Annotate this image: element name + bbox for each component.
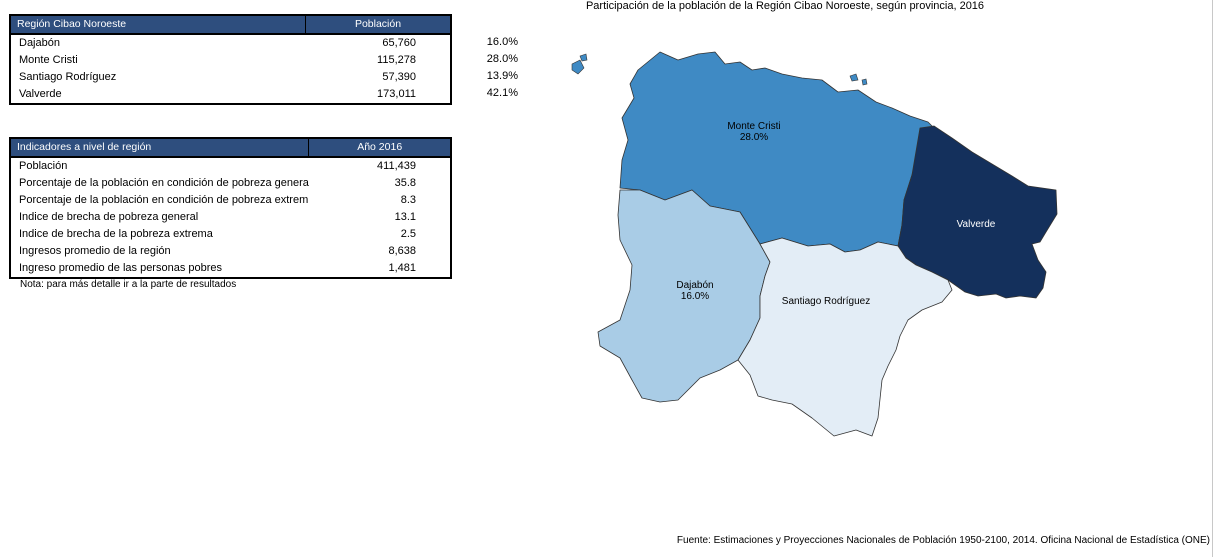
table-row: Porcentaje de la población en condición … — [10, 175, 451, 192]
table-row: Ingresos promedio de la región 8,638 — [10, 243, 451, 260]
province-percent: 42.1% — [486, 87, 518, 99]
header-indicator: Indicadores a nivel de región — [9, 137, 310, 158]
table-row: Ingreso promedio de las personas pobres … — [10, 260, 451, 278]
table-row: Santiago Rodríguez 57,390 — [10, 69, 451, 86]
province-percent: 16.0% — [486, 36, 518, 48]
table-row: Dajabón 65,760 — [10, 34, 451, 52]
table-row: Indice de brecha de la pobreza extrema 2… — [10, 226, 451, 243]
table-row: Monte Cristi 115,278 — [10, 52, 451, 69]
indicator-label: Ingreso promedio de las personas pobres — [19, 262, 223, 274]
indicator-label: Indice de brecha de la pobreza extrema — [19, 228, 213, 240]
window-edge-line — [1212, 0, 1213, 557]
header-population: Población — [305, 14, 452, 35]
percent-monte-cristi: 28.0% — [740, 132, 768, 143]
province-population: 65,760 — [382, 37, 416, 49]
island-shape — [571, 59, 585, 75]
indicator-value: 8,638 — [388, 245, 416, 257]
indicator-label: Población — [19, 160, 68, 172]
label-dajabon: Dajabón — [676, 280, 713, 291]
table-row: Población 411,439 — [10, 157, 451, 175]
label-monte-cristi: Monte Cristi — [727, 121, 780, 132]
note-text: Nota: para más detalle ir a la parte de … — [20, 279, 237, 290]
province-map: Monte Cristi 28.0% Valverde Dajabón 16.0… — [571, 51, 1058, 437]
province-name: Dajabón — [19, 37, 60, 49]
indicator-label: Porcentaje de la población en condición … — [19, 177, 309, 189]
population-table: Región Cibao Noroeste Población Dajabón … — [9, 14, 452, 105]
table-row: Porcentaje de la población en condición … — [10, 192, 451, 209]
header-region: Región Cibao Noroeste — [9, 14, 307, 35]
indicator-value: 13.1 — [394, 211, 416, 223]
province-population: 115,278 — [377, 54, 416, 66]
province-population: 173,011 — [377, 88, 416, 100]
table-row: Valverde 173,011 — [10, 86, 451, 104]
indicator-value: 411,439 — [377, 160, 416, 172]
province-dajabon[interactable] — [597, 189, 771, 403]
indicator-value: 35.8 — [394, 177, 416, 189]
indicator-value: 8.3 — [400, 194, 416, 206]
header-year: Año 2016 — [308, 137, 452, 158]
indicator-value: 1,481 — [388, 262, 416, 274]
province-name: Monte Cristi — [19, 54, 78, 66]
indicator-label: Ingresos promedio de la región — [19, 245, 171, 257]
percent-dajabon: 16.0% — [681, 291, 709, 302]
island-shape — [849, 73, 859, 82]
table-row: Indice de brecha de pobreza general 13.1 — [10, 209, 451, 226]
indicator-label: Indice de brecha de pobreza general — [19, 211, 199, 223]
label-valverde: Valverde — [957, 219, 996, 230]
province-percent: 28.0% — [486, 53, 518, 65]
label-santiago-rodriguez: Santiago Rodríguez — [782, 296, 870, 307]
indicators-table-header: Indicadores a nivel de región Año 2016 — [9, 137, 452, 158]
indicators-table: Indicadores a nivel de región Año 2016 P… — [9, 137, 452, 279]
indicator-value: 2.5 — [400, 228, 416, 240]
province-percent: 13.9% — [486, 70, 518, 82]
province-name: Valverde — [19, 88, 62, 100]
island-shape — [861, 78, 868, 86]
population-table-header: Región Cibao Noroeste Población — [9, 14, 452, 35]
island-shape — [579, 53, 588, 62]
map-title: Participación de la población de la Regi… — [585, 0, 985, 12]
province-name: Santiago Rodríguez — [19, 71, 117, 83]
province-santiago-rodriguez[interactable] — [737, 237, 953, 437]
indicator-label: Porcentaje de la población en condición … — [19, 194, 309, 206]
source-note: Fuente: Estimaciones y Proyecciones Naci… — [676, 535, 1210, 546]
province-population: 57,390 — [382, 71, 416, 83]
